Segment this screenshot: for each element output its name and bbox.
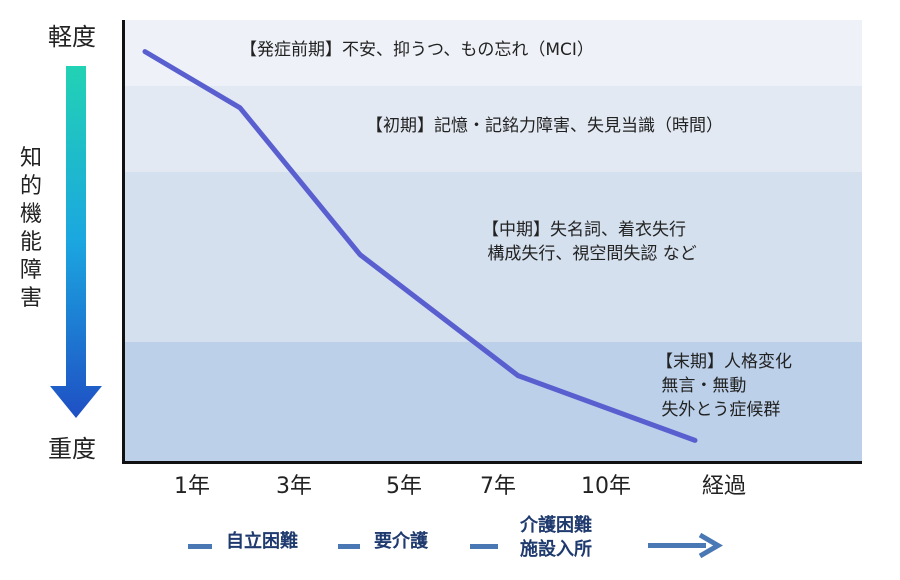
x-tick-label: 7年 bbox=[480, 474, 516, 499]
axis-title-char: 能 bbox=[19, 230, 42, 255]
x-axis-end-label: 経過 bbox=[701, 474, 746, 499]
x-tick-label: 10年 bbox=[581, 474, 631, 499]
stage-middle: 【中期】失名詞、着衣失行 構成失行、視空間失認 など bbox=[482, 220, 697, 264]
axis-title-char: 害 bbox=[19, 286, 42, 311]
stage-early: 【初期】記憶・記銘力障害、失見当識（時間） bbox=[366, 116, 723, 136]
care-dash bbox=[338, 544, 360, 549]
progress-arrow-icon bbox=[648, 532, 723, 559]
stage-late: 【末期】人格変化 無言・無動 失外とう症候群 bbox=[656, 352, 792, 420]
axis-title-char: 機 bbox=[19, 202, 42, 227]
band-middle bbox=[124, 172, 862, 342]
band-early bbox=[124, 86, 862, 172]
care-level-facility: 介護困難 施設入所 bbox=[520, 515, 592, 560]
axis-title-char: 障 bbox=[19, 258, 42, 283]
mild-label: 軽度 bbox=[48, 23, 96, 51]
stage-pre-onset: 【発症前期】不安、抑うつ、もの忘れ（MCI） bbox=[240, 40, 594, 60]
band-late bbox=[124, 342, 862, 462]
x-tick-label: 1年 bbox=[174, 474, 210, 499]
axis-title-char: 的 bbox=[19, 174, 42, 199]
severe-label: 重度 bbox=[48, 435, 96, 463]
x-axis-line bbox=[122, 461, 862, 464]
y-axis-line bbox=[122, 20, 125, 464]
axis-title-char: 知 bbox=[19, 146, 42, 171]
x-tick-label: 3年 bbox=[276, 474, 312, 499]
care-level-independent-difficult: 自立困難 bbox=[226, 531, 298, 552]
care-dash bbox=[470, 544, 498, 549]
severity-arrow-icon bbox=[50, 66, 102, 418]
care-dash bbox=[188, 544, 212, 549]
care-level-needs-care: 要介護 bbox=[374, 531, 428, 552]
band-pre-onset bbox=[124, 20, 862, 86]
progression-line bbox=[142, 49, 698, 443]
x-tick-label: 5年 bbox=[386, 474, 422, 499]
